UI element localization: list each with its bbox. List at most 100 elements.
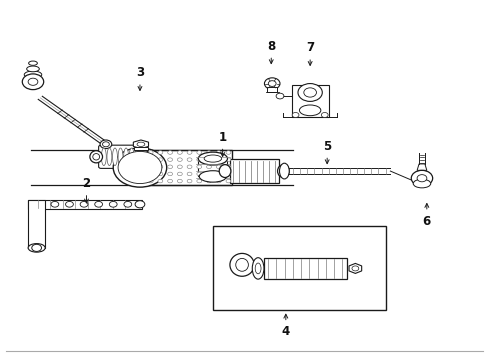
Ellipse shape: [299, 105, 320, 116]
Ellipse shape: [297, 84, 322, 102]
Ellipse shape: [412, 179, 430, 188]
Ellipse shape: [22, 74, 43, 90]
Text: 5: 5: [323, 140, 330, 164]
Ellipse shape: [216, 172, 221, 176]
Ellipse shape: [167, 172, 172, 176]
Ellipse shape: [138, 179, 143, 183]
Ellipse shape: [197, 172, 201, 176]
Ellipse shape: [123, 202, 131, 207]
Ellipse shape: [100, 140, 112, 149]
Ellipse shape: [158, 158, 163, 161]
Ellipse shape: [216, 158, 221, 161]
Ellipse shape: [107, 148, 112, 166]
Ellipse shape: [138, 151, 143, 154]
Ellipse shape: [177, 165, 182, 168]
Ellipse shape: [268, 81, 276, 86]
Ellipse shape: [277, 165, 288, 177]
Polygon shape: [27, 82, 39, 89]
Ellipse shape: [167, 179, 172, 183]
Ellipse shape: [167, 165, 172, 168]
Ellipse shape: [187, 179, 192, 183]
Ellipse shape: [93, 154, 100, 160]
Ellipse shape: [118, 152, 162, 184]
Ellipse shape: [129, 148, 134, 166]
Ellipse shape: [158, 179, 163, 183]
Ellipse shape: [229, 253, 254, 276]
Polygon shape: [28, 200, 45, 248]
Text: 1: 1: [218, 131, 226, 157]
Ellipse shape: [216, 151, 221, 154]
Text: 7: 7: [305, 41, 314, 66]
Bar: [264, 258, 346, 279]
Bar: [229, 159, 278, 183]
Ellipse shape: [187, 151, 192, 154]
Ellipse shape: [29, 61, 37, 65]
Ellipse shape: [225, 151, 230, 154]
Polygon shape: [133, 140, 148, 149]
Text: 8: 8: [266, 40, 275, 64]
Ellipse shape: [95, 202, 102, 207]
Ellipse shape: [167, 158, 172, 161]
Ellipse shape: [206, 151, 211, 154]
Ellipse shape: [158, 151, 163, 154]
Text: 3: 3: [136, 66, 144, 90]
Ellipse shape: [276, 93, 284, 99]
Ellipse shape: [225, 172, 230, 176]
Ellipse shape: [198, 152, 227, 165]
Ellipse shape: [158, 165, 163, 168]
Ellipse shape: [137, 142, 144, 147]
Ellipse shape: [148, 165, 153, 168]
Ellipse shape: [109, 202, 117, 207]
Ellipse shape: [321, 112, 327, 117]
Ellipse shape: [138, 158, 143, 161]
Ellipse shape: [187, 165, 192, 168]
Ellipse shape: [148, 151, 153, 154]
Bar: [198, 158, 227, 176]
Text: 2: 2: [82, 177, 90, 203]
Ellipse shape: [113, 148, 166, 187]
Ellipse shape: [279, 163, 288, 179]
Ellipse shape: [148, 179, 153, 183]
Ellipse shape: [112, 148, 117, 166]
Ellipse shape: [252, 258, 264, 279]
Ellipse shape: [135, 201, 144, 208]
Ellipse shape: [197, 165, 201, 168]
Ellipse shape: [416, 175, 426, 182]
Bar: [135, 150, 232, 185]
Ellipse shape: [80, 202, 88, 207]
Ellipse shape: [118, 148, 122, 166]
Ellipse shape: [24, 71, 41, 78]
Bar: [267, 87, 277, 93]
Ellipse shape: [225, 165, 230, 168]
Ellipse shape: [102, 142, 109, 147]
Ellipse shape: [216, 165, 221, 168]
Ellipse shape: [264, 78, 280, 89]
Ellipse shape: [203, 155, 221, 162]
Text: 6: 6: [422, 203, 430, 228]
Ellipse shape: [351, 266, 358, 271]
Ellipse shape: [28, 244, 45, 252]
Polygon shape: [28, 200, 142, 208]
Ellipse shape: [225, 179, 230, 183]
Ellipse shape: [65, 202, 73, 207]
Ellipse shape: [138, 165, 143, 168]
Bar: [291, 85, 328, 117]
Bar: [212, 226, 385, 310]
Ellipse shape: [255, 263, 261, 274]
Ellipse shape: [32, 244, 41, 251]
Ellipse shape: [158, 172, 163, 176]
Ellipse shape: [51, 202, 59, 207]
Ellipse shape: [177, 158, 182, 161]
Ellipse shape: [197, 179, 201, 183]
Ellipse shape: [101, 148, 106, 166]
Ellipse shape: [167, 151, 172, 154]
Ellipse shape: [206, 172, 211, 176]
Ellipse shape: [206, 165, 211, 168]
Ellipse shape: [197, 158, 201, 161]
Ellipse shape: [148, 158, 153, 161]
Text: 4: 4: [281, 314, 289, 338]
Ellipse shape: [138, 172, 143, 176]
Ellipse shape: [27, 66, 39, 72]
Ellipse shape: [235, 258, 248, 271]
Ellipse shape: [216, 179, 221, 183]
